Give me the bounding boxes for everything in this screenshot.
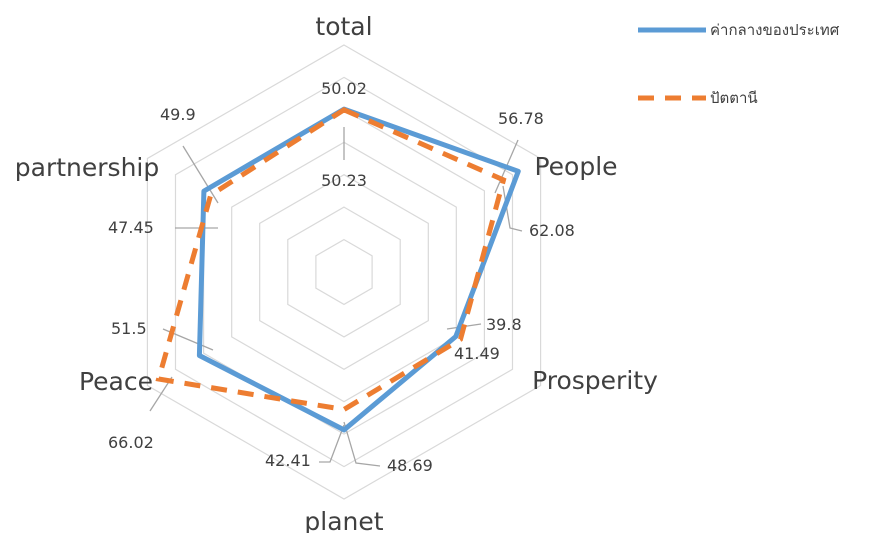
- axis-label-total: total: [315, 12, 372, 41]
- radar-grid: [146, 44, 542, 500]
- data-label-0-1: 62.08: [529, 221, 575, 240]
- series-line-0: [196, 106, 521, 433]
- series-line-1: [155, 106, 507, 413]
- axis-label-peace: Peace: [79, 367, 153, 396]
- data-label-1-5: 47.45: [108, 218, 154, 237]
- grid-ring: [287, 206, 401, 338]
- data-label-0-4: 51.5: [111, 319, 147, 338]
- axis-label-planet: planet: [304, 507, 383, 533]
- axis-label-partnership: partnership: [15, 153, 159, 182]
- leader-line: [319, 424, 345, 463]
- data-label-0-0: 50.23: [321, 171, 367, 190]
- data-label-0-3: 48.69: [387, 456, 433, 475]
- data-label-1-1: 56.78: [498, 109, 544, 128]
- axis-labels: total People Prosperity planet Peace partners…: [15, 12, 658, 533]
- radar-series: [155, 106, 521, 433]
- data-labels: 50.23 62.08 39.8 48.69 51.5 49.9 50.02 56.78 41.…: [108, 79, 575, 475]
- leader-line: [343, 421, 381, 467]
- grid-ring: [315, 238, 373, 306]
- data-label-1-3: 42.41: [265, 451, 311, 470]
- data-label-0-2: 39.8: [486, 315, 522, 334]
- grid-ring: [174, 76, 514, 468]
- legend-label-0: ค่ากลางของประเทศ: [710, 21, 840, 39]
- data-label-1-4: 66.02: [108, 433, 154, 452]
- axis-label-prosperity: Prosperity: [532, 366, 658, 395]
- data-label-0-5: 49.9: [160, 105, 196, 124]
- data-label-1-2: 41.49: [454, 344, 500, 363]
- grid-ring: [259, 174, 429, 370]
- grid-ring: [146, 44, 542, 500]
- leader-line: [182, 145, 219, 204]
- axis-label-people: People: [534, 152, 617, 181]
- data-label-1-0: 50.02: [321, 79, 367, 98]
- legend-label-1: ปัตตานี: [710, 89, 758, 107]
- grid-ring: [231, 141, 457, 403]
